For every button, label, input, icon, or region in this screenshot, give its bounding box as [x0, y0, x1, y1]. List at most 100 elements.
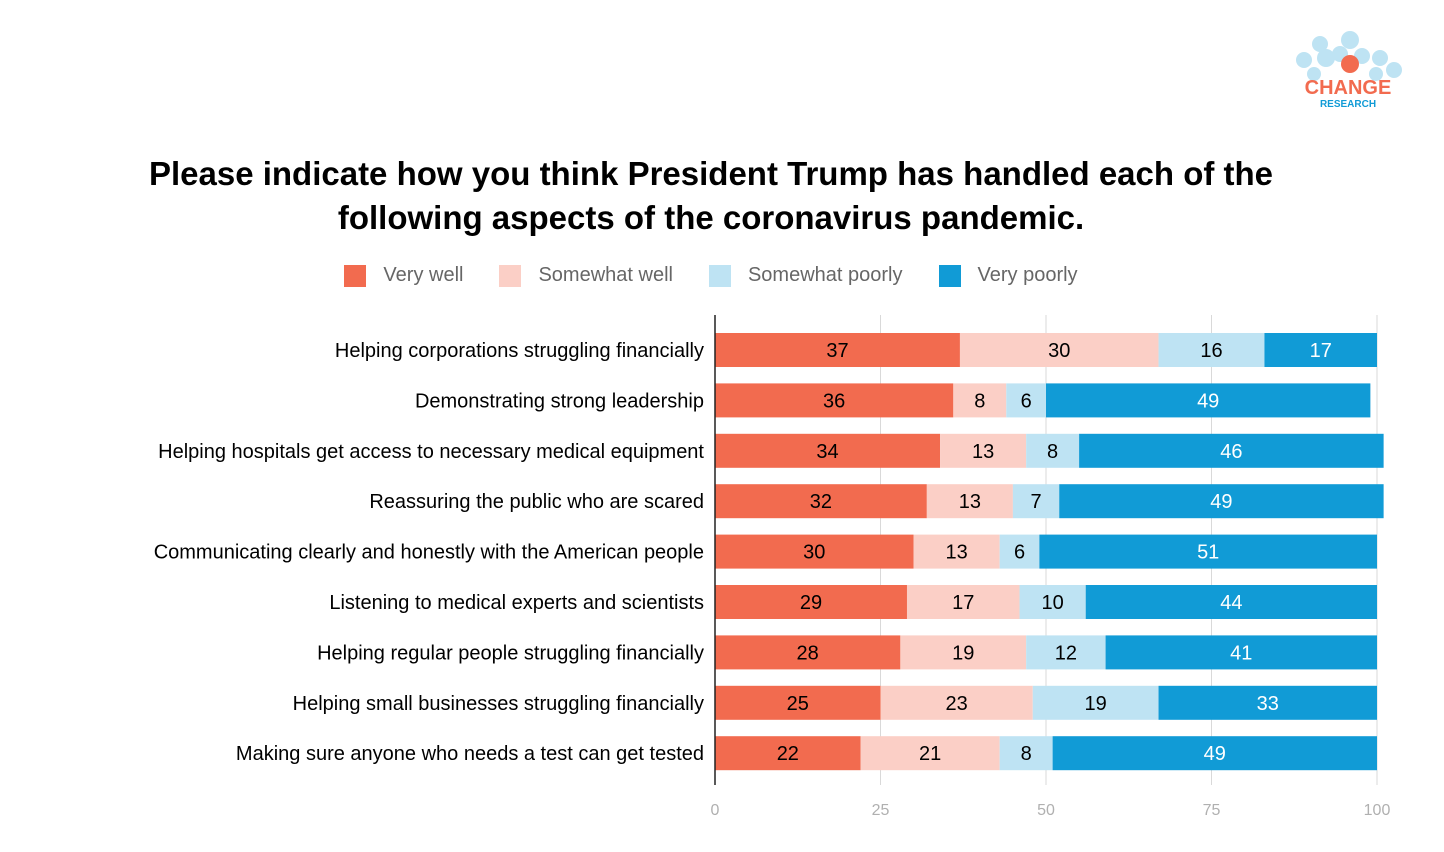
change-research-logo: CHANGE RESEARCH: [1296, 31, 1402, 110]
bar-very-well-2: [715, 433, 941, 468]
bar-very-well-7: [715, 685, 881, 720]
category-label-demonstrating-strong-leadership: Demonstrating strong leadership: [415, 390, 704, 412]
data-label-very-poorly-1: 49: [1197, 390, 1219, 412]
data-label-very-well-7: 25: [787, 693, 809, 715]
x-tick-label-100: 100: [1364, 802, 1391, 819]
data-label-very-poorly-6: 41: [1230, 642, 1252, 664]
data-label-somewhat-well-6: 19: [952, 642, 974, 664]
bar-very-well-8: [715, 736, 861, 771]
legend-item-somewhat-poorly: Somewhat poorly: [708, 264, 903, 287]
data-label-very-poorly-0: 17: [1310, 340, 1332, 362]
legend-swatch-very-well: [344, 264, 367, 287]
legend-label-somewhat-well: Somewhat well: [538, 264, 673, 286]
x-tick-label-0: 0: [711, 802, 720, 819]
category-label-helping-small-businesses-struggling-financially: Helping small businesses struggling fina…: [293, 693, 704, 715]
data-label-very-poorly-5: 44: [1220, 592, 1242, 614]
x-tick-label-25: 25: [872, 802, 890, 819]
data-label-somewhat-poorly-0: 16: [1200, 340, 1222, 362]
data-label-very-well-8: 22: [777, 743, 799, 765]
data-label-somewhat-poorly-2: 8: [1047, 441, 1058, 463]
bar-very-well-6: [715, 635, 901, 670]
data-label-very-well-2: 34: [816, 441, 838, 463]
bar-somewhat-well-0: [959, 333, 1159, 367]
data-label-somewhat-well-7: 23: [946, 693, 968, 715]
bar-very-well-0: [715, 333, 960, 367]
data-label-somewhat-well-8: 21: [919, 743, 941, 765]
bar-very-well-4: [715, 534, 914, 569]
legend-label-very-poorly: Very poorly: [977, 264, 1078, 286]
legend-swatch-somewhat-well: [499, 264, 522, 287]
data-label-very-well-3: 32: [810, 491, 832, 513]
data-label-somewhat-poorly-6: 12: [1055, 642, 1077, 664]
bar-very-poorly-5: [1085, 585, 1377, 619]
data-label-very-poorly-4: 51: [1197, 542, 1219, 564]
x-tick-label-50: 50: [1037, 802, 1055, 819]
bar-somewhat-well-8: [860, 736, 1000, 771]
bar-somewhat-well-3: [926, 484, 1013, 519]
data-label-somewhat-poorly-7: 19: [1085, 693, 1107, 715]
legend-label-very-well: Very well: [383, 264, 464, 286]
bar-somewhat-well-4: [913, 534, 1000, 569]
data-label-very-poorly-2: 46: [1220, 441, 1242, 463]
data-label-somewhat-poorly-8: 8: [1021, 743, 1032, 765]
legend-swatch-very-poorly: [938, 264, 961, 287]
data-label-somewhat-well-1: 8: [974, 390, 985, 412]
bar-very-well-1: [715, 383, 954, 418]
bar-somewhat-poorly-6: [1026, 635, 1106, 670]
data-label-somewhat-poorly-4: 6: [1014, 542, 1025, 564]
data-label-somewhat-poorly-3: 7: [1031, 491, 1042, 513]
category-label-helping-regular-people-struggling-financially: Helping regular people struggling financ…: [317, 642, 704, 664]
legend-item-very-well: Very well: [344, 264, 463, 287]
bar-somewhat-poorly-4: [999, 534, 1040, 569]
logo-line2: RESEARCH: [1320, 99, 1376, 110]
data-label-very-poorly-8: 49: [1204, 743, 1226, 765]
category-label-making-sure-anyone-who-needs-a-test-can-get-tested: Making sure anyone who needs a test can …: [236, 743, 704, 765]
bar-very-poorly-2: [1079, 433, 1384, 468]
data-label-somewhat-well-3: 13: [959, 491, 981, 513]
data-label-very-well-4: 30: [803, 542, 825, 564]
data-label-very-well-6: 28: [797, 642, 819, 664]
chart-title-line-2: following aspects of the coronavirus pan…: [337, 199, 1085, 236]
legend: Very well Somewhat well Somewhat poorly …: [0, 264, 1422, 287]
legend-label-somewhat-poorly: Somewhat poorly: [747, 264, 903, 286]
chart-title-line-1: Please indicate how you think President …: [148, 155, 1274, 192]
data-label-somewhat-well-4: 13: [946, 542, 968, 564]
data-label-very-well-1: 36: [823, 390, 845, 412]
bar-very-poorly-1: [1046, 383, 1371, 418]
chart-title: Please indicate how you think President …: [0, 152, 1422, 240]
bar-somewhat-poorly-5: [1019, 585, 1086, 619]
bar-very-well-5: [715, 585, 907, 619]
bar-somewhat-poorly-2: [1026, 433, 1080, 468]
data-label-somewhat-poorly-5: 10: [1041, 592, 1063, 614]
data-label-very-poorly-3: 49: [1210, 491, 1232, 513]
bar-very-well-3: [715, 484, 927, 519]
bar-somewhat-well-6: [900, 635, 1027, 670]
bar-somewhat-well-7: [880, 685, 1033, 720]
data-label-very-well-5: 29: [800, 592, 822, 614]
logo-line1: CHANGE: [1305, 77, 1392, 99]
category-label-communicating-clearly-and-honestly-with-the-american-people: Communicating clearly and honestly with …: [154, 542, 704, 564]
category-label-listening-to-medical-experts-and-scientists: Listening to medical experts and scienti…: [329, 592, 704, 614]
legend-item-somewhat-well: Somewhat well: [499, 264, 673, 287]
data-label-somewhat-well-5: 17: [952, 592, 974, 614]
bar-very-poorly-0: [1264, 333, 1377, 367]
data-label-very-poorly-7: 33: [1257, 693, 1279, 715]
bar-somewhat-poorly-3: [1012, 484, 1060, 519]
bar-somewhat-poorly-8: [999, 736, 1053, 771]
legend-item-very-poorly: Very poorly: [938, 264, 1078, 287]
data-label-somewhat-poorly-1: 6: [1021, 390, 1032, 412]
category-label-helping-corporations-struggling-financially: Helping corporations struggling financia…: [335, 340, 704, 362]
bar-somewhat-well-1: [953, 383, 1007, 418]
data-label-somewhat-well-0: 30: [1048, 340, 1070, 362]
bar-very-poorly-4: [1039, 534, 1377, 569]
bar-somewhat-poorly-7: [1032, 685, 1159, 720]
bar-very-poorly-8: [1052, 736, 1377, 771]
bar-very-poorly-3: [1059, 484, 1384, 519]
bar-somewhat-well-5: [906, 585, 1020, 619]
legend-swatch-somewhat-poorly: [708, 264, 731, 287]
data-label-somewhat-well-2: 13: [972, 441, 994, 463]
bar-very-poorly-7: [1158, 685, 1377, 720]
bar-somewhat-poorly-1: [1006, 383, 1046, 418]
bar-very-poorly-6: [1105, 635, 1377, 670]
